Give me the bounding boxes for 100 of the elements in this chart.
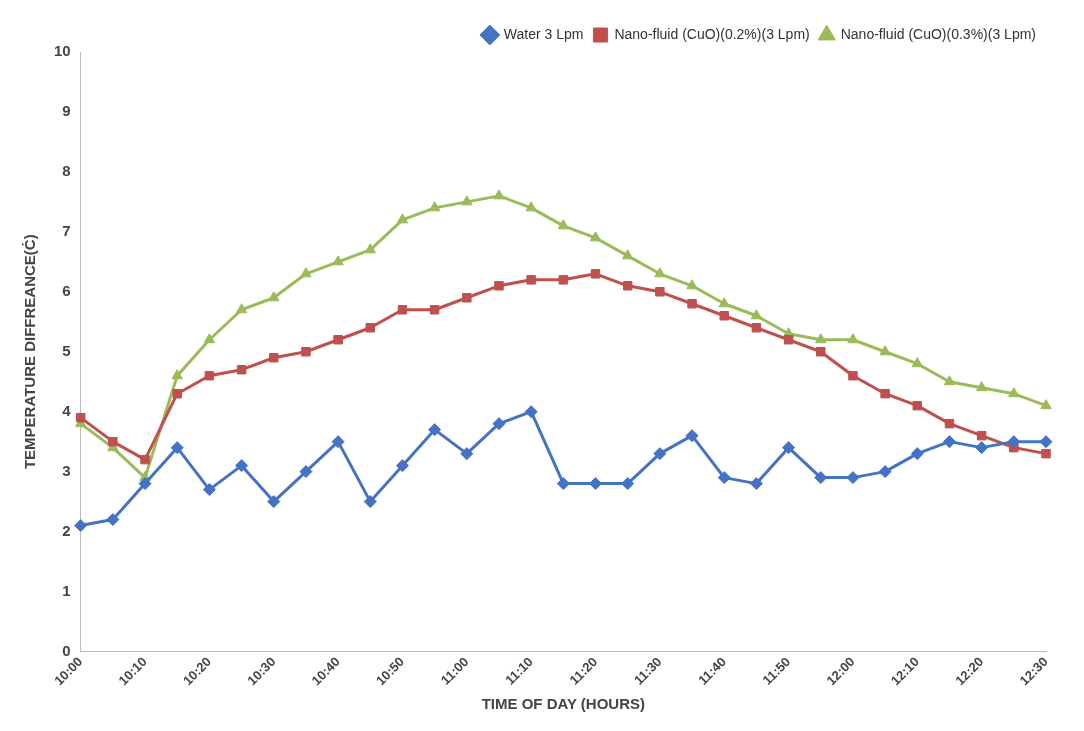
point (236, 364, 247, 375)
point (397, 305, 408, 315)
point (622, 281, 633, 291)
point (878, 465, 892, 479)
point (301, 346, 311, 357)
y-tick-label: 2 (62, 521, 71, 539)
point (395, 459, 409, 473)
point (943, 375, 956, 386)
point (1040, 399, 1052, 410)
point (910, 447, 924, 461)
point (622, 249, 634, 260)
point (396, 213, 409, 224)
point (944, 418, 955, 429)
y-tick-label: 3 (62, 461, 71, 479)
point (108, 436, 118, 447)
point (172, 388, 182, 399)
y-tick-label: 0 (62, 641, 71, 659)
point (204, 370, 215, 381)
y-axis-title: TEMPERATURE DIFFREANCE(Ċ) (21, 234, 39, 470)
point (686, 279, 698, 290)
point (300, 267, 312, 278)
point (976, 430, 987, 441)
point (493, 189, 505, 200)
point (815, 333, 827, 344)
point (846, 471, 860, 485)
point (782, 441, 796, 455)
point (751, 323, 762, 333)
point (460, 447, 474, 461)
point (138, 477, 152, 491)
point (719, 311, 729, 321)
point (556, 477, 570, 491)
point (1041, 448, 1051, 459)
point (235, 459, 249, 473)
point (171, 369, 183, 380)
point (880, 388, 890, 399)
point (718, 297, 730, 308)
legend-label: Water 3 Lpm (503, 25, 584, 42)
point (170, 441, 184, 455)
point (269, 352, 279, 363)
point (333, 335, 343, 345)
point (749, 477, 763, 491)
point (783, 335, 794, 345)
point (848, 370, 858, 381)
point (74, 519, 88, 533)
y-tick-label: 8 (62, 162, 71, 180)
point (558, 275, 569, 285)
point (687, 299, 697, 309)
point (524, 405, 538, 419)
point (202, 483, 216, 497)
y-tick-label: 7 (62, 221, 71, 239)
point (75, 412, 86, 423)
point (268, 291, 280, 302)
point (428, 423, 442, 437)
y-tick-label: 4 (62, 401, 72, 419)
point (816, 346, 826, 357)
point (363, 495, 377, 509)
y-tick-label: 9 (62, 102, 71, 120)
point (942, 435, 956, 449)
point (847, 333, 859, 344)
point (462, 293, 472, 303)
point (267, 495, 281, 509)
point (590, 269, 601, 279)
point (912, 400, 923, 411)
point (461, 195, 473, 206)
point (235, 303, 248, 314)
x-axis-title: TIME OF DAY (HOURS) (481, 695, 646, 713)
point (653, 447, 667, 461)
point (106, 513, 120, 527)
y-tick-label: 5 (62, 341, 71, 359)
point (331, 435, 345, 449)
y-tick-label: 10 (54, 42, 71, 60)
point (299, 465, 313, 479)
point (140, 454, 150, 465)
point (1008, 387, 1020, 398)
point (685, 429, 699, 443)
point (364, 243, 376, 254)
point (717, 471, 731, 485)
point (1039, 435, 1053, 449)
point (654, 267, 666, 278)
point (428, 201, 441, 212)
point (525, 201, 537, 212)
point (655, 287, 665, 297)
legend-label: Nano-fluid (CuO)(0.3%)(3 Lpm) (840, 25, 1037, 42)
point (814, 471, 828, 485)
point (365, 323, 376, 333)
point (911, 357, 923, 368)
y-tick-label: 6 (62, 281, 71, 299)
point (332, 255, 344, 266)
point (1007, 435, 1021, 449)
point (492, 417, 506, 431)
point (975, 441, 989, 455)
point (589, 477, 603, 491)
point (203, 333, 216, 344)
point (879, 345, 891, 356)
point (557, 219, 570, 230)
point (526, 275, 536, 285)
point (429, 305, 440, 315)
point (975, 381, 988, 392)
point (494, 281, 504, 291)
y-tick-label: 1 (62, 581, 71, 599)
